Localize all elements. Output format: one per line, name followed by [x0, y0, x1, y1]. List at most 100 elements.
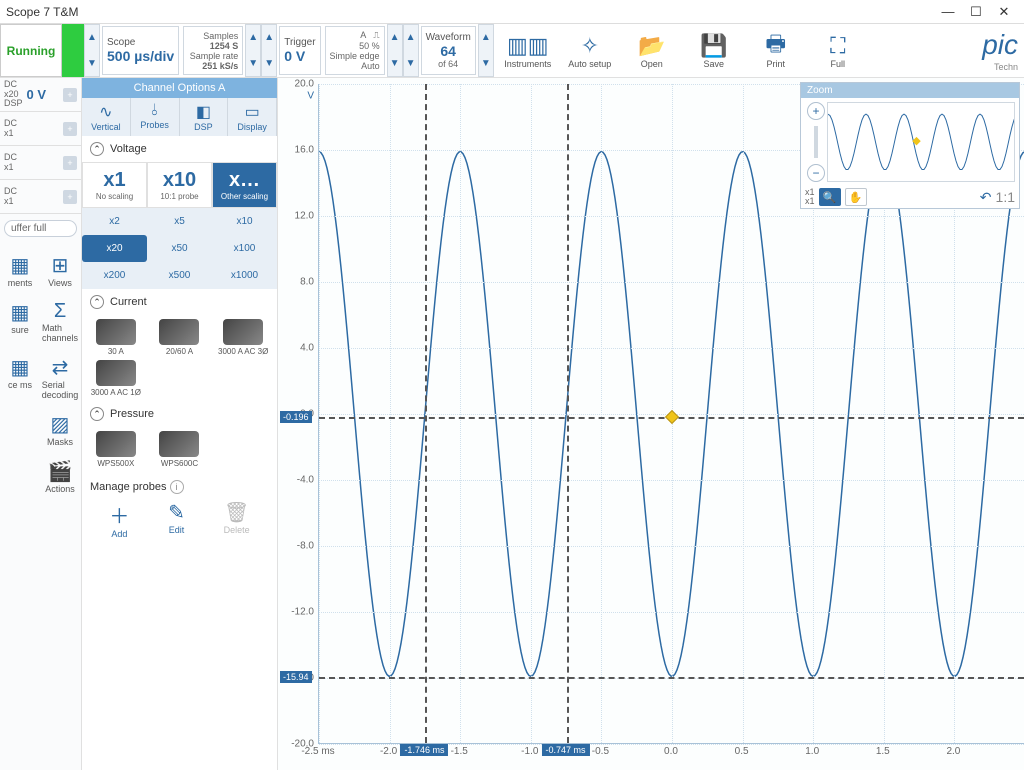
tab-vertical[interactable]: ∿Vertical [82, 98, 131, 136]
scale-no-scaling[interactable]: x1No scaling [82, 162, 147, 208]
zoom-pan-icon[interactable]: ✋ [845, 188, 867, 206]
plus-icon[interactable]: + [63, 156, 77, 170]
x-tick: -0.5 [592, 746, 609, 757]
close-button[interactable]: ✕ [990, 2, 1018, 22]
zoom-in-button[interactable]: + [807, 102, 825, 120]
channel-options-header: Channel Options A [82, 78, 277, 98]
current-section[interactable]: ⌃Current [82, 289, 277, 315]
probe-image [96, 360, 136, 386]
zoom-panel[interactable]: Zoom + − x1 x1 🔍 ✋ ↶ 1:1 [800, 82, 1020, 209]
probe-wps500x[interactable]: WPS500X [86, 431, 146, 468]
cursor-x-marker[interactable]: -0.747 ms [542, 744, 590, 756]
waveform-panel[interactable]: Waveform 64 of 64 [421, 26, 476, 75]
running-indicator [62, 24, 84, 77]
zoom-header[interactable]: Zoom [801, 83, 1019, 98]
undo-icon[interactable]: ↶ [980, 189, 992, 206]
toolbar-save[interactable]: 💾Save [684, 24, 744, 77]
running-button[interactable]: Running [0, 24, 62, 77]
zoom-slider[interactable] [814, 126, 818, 158]
probe-3000-a-ac-3-[interactable]: 3000 A AC 3Ø [213, 319, 273, 356]
left-side-item[interactable] [0, 453, 40, 500]
delete-probe-button[interactable]: 🗑Delete [224, 500, 250, 539]
left-side-item[interactable]: ▦ments [0, 247, 40, 294]
oscilloscope-graph[interactable]: 20.016.012.08.04.00.0-4.0-8.0-12.0-16.0-… [278, 78, 1024, 770]
maximize-button[interactable]: ☐ [962, 2, 990, 22]
plus-icon[interactable]: + [63, 88, 77, 102]
scale-x1000[interactable]: x1000 [212, 262, 277, 289]
zoom-minimap[interactable] [827, 102, 1015, 182]
scale-x100[interactable]: x100 [212, 235, 277, 262]
trigger-spin[interactable]: ▲▼ [261, 24, 277, 77]
side-item-actions[interactable]: 🎬Actions [40, 453, 80, 500]
waveform-spin2[interactable]: ▲▼ [478, 24, 494, 77]
scale-x200[interactable]: x200 [82, 262, 147, 289]
top-toolbar: Running ▲▼ Scope 500 µs/div Samples 1254… [0, 24, 1024, 78]
side-item-views[interactable]: ⊞Views [40, 247, 80, 294]
pressure-section[interactable]: ⌃Pressure [82, 401, 277, 427]
toolbar-auto-setup[interactable]: ✧Auto setup [560, 24, 620, 77]
probe-20-60-a[interactable]: 20/60 A [150, 319, 210, 356]
cursor-horizontal[interactable] [319, 677, 1024, 679]
probe-3000-a-ac-1-[interactable]: 3000 A AC 1Ø [86, 360, 146, 397]
cursor-y-marker[interactable]: -15.94 [280, 671, 312, 683]
probe-wps600c[interactable]: WPS600C [150, 431, 210, 468]
scope-panel[interactable]: Scope 500 µs/div [102, 26, 179, 75]
left-side-item[interactable]: ▦sure [0, 294, 40, 349]
scale-x5[interactable]: x5 [147, 208, 212, 235]
tab-probes[interactable]: ⫰Probes [131, 98, 180, 136]
waveform-spin[interactable]: ▲▼ [403, 24, 419, 77]
logo: picTechn [982, 29, 1024, 72]
scale-x20[interactable]: x20 [82, 235, 147, 262]
x-tick: 0.5 [735, 746, 749, 757]
trigger-panel[interactable]: Trigger 0 V [279, 26, 320, 75]
trigger-mode-spin[interactable]: ▲▼ [387, 24, 403, 77]
toolbar-open[interactable]: 📂Open [622, 24, 682, 77]
probe-30-a[interactable]: 30 A [86, 319, 146, 356]
samples-spin[interactable]: ▲▼ [245, 24, 261, 77]
y-tick: 8.0 [300, 277, 314, 288]
channel-row-1[interactable]: DCx1+ [0, 112, 81, 146]
channel-row-2[interactable]: DCx1+ [0, 146, 81, 180]
zoom-ratio[interactable]: 1:1 [996, 189, 1015, 205]
plus-icon[interactable]: + [63, 190, 77, 204]
trash-icon: 🗑 [224, 500, 250, 525]
left-side-item[interactable] [0, 406, 40, 453]
cursor-vertical[interactable] [425, 84, 427, 743]
plus-icon[interactable]: + [63, 122, 77, 136]
scale-x2[interactable]: x2 [82, 208, 147, 235]
cursor-x-marker[interactable]: -1.746 ms [400, 744, 448, 756]
edit-probe-button[interactable]: ✎Edit [168, 500, 185, 539]
toolbar-print[interactable]: 🖶Print [746, 24, 806, 77]
cursor-vertical[interactable] [567, 84, 569, 743]
side-item-serial-decoding[interactable]: ⇄Serial decoding [40, 349, 80, 406]
zoom-out-button[interactable]: − [807, 164, 825, 182]
scale-other-scaling[interactable]: x…Other scaling [212, 162, 277, 208]
left-side-item[interactable]: ▦ce ms [0, 349, 40, 406]
tab-dsp[interactable]: ◧DSP [180, 98, 229, 136]
side-item-masks[interactable]: ▨Masks [40, 406, 80, 453]
cursor-y-marker[interactable]: -0.196 [280, 411, 312, 423]
probe-image [96, 319, 136, 345]
minimize-button[interactable]: — [934, 2, 962, 22]
voltage-section[interactable]: ⌃Voltage [82, 136, 277, 162]
info-icon[interactable]: i [170, 480, 184, 494]
toolbar-full[interactable]: ⛶Full [808, 24, 868, 77]
probe-image [96, 431, 136, 457]
probe-image [159, 319, 199, 345]
scale-x500[interactable]: x500 [147, 262, 212, 289]
side-item-math-channels[interactable]: ΣMath channels [40, 294, 80, 349]
chevron-up-icon: ⌃ [90, 407, 104, 421]
scale-x10[interactable]: x10 [212, 208, 277, 235]
pencil-icon: ✎ [168, 500, 185, 525]
channel-row-0[interactable]: DCx20DSP0 V+ [0, 78, 81, 112]
zoom-search-icon[interactable]: 🔍 [819, 188, 841, 206]
scope-spin[interactable]: ▲▼ [84, 24, 100, 77]
scale-10-1-probe[interactable]: x1010:1 probe [147, 162, 212, 208]
scale-x50[interactable]: x50 [147, 235, 212, 262]
add-probe-button[interactable]: ＋Add [109, 500, 129, 539]
channel-row-3[interactable]: DCx1+ [0, 180, 81, 214]
trigger-details: A ⎍ 50 % Simple edge Auto [325, 26, 385, 75]
title-bar: Scope 7 T&M — ☐ ✕ [0, 0, 1024, 24]
toolbar-instruments[interactable]: ▥▥Instruments [498, 24, 558, 77]
tab-display[interactable]: ▭Display [228, 98, 277, 136]
